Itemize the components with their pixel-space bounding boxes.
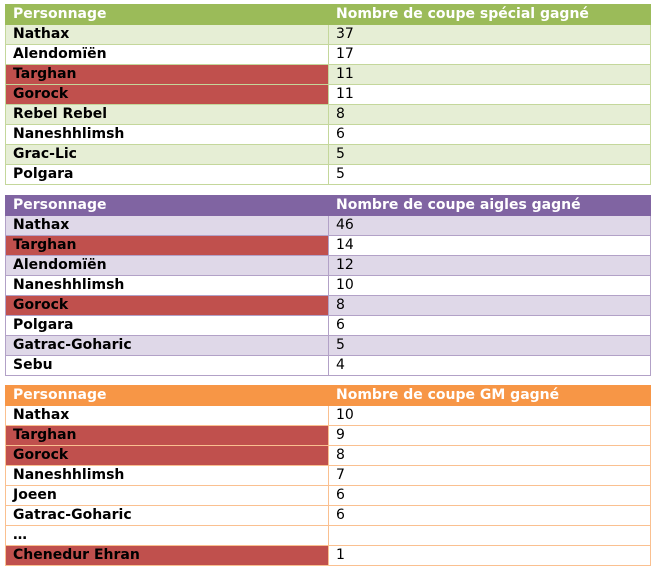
cup-count: 8	[328, 104, 651, 125]
column-header-count: Nombre de coupe GM gagné	[328, 385, 651, 406]
character-name: Sebu	[5, 355, 329, 376]
character-name-highlighted: Targhan	[5, 64, 329, 85]
character-name: Nathax	[5, 215, 329, 236]
table-row: Alendomïën 12	[5, 255, 651, 276]
table-row: Naneshhlimsh 10	[5, 275, 651, 296]
table-row: Polgara 6	[5, 315, 651, 336]
column-header-personnage: Personnage	[5, 4, 329, 25]
table-row: Targhan 11	[5, 64, 651, 85]
table-row: Naneshhlimsh 6	[5, 124, 651, 145]
column-header-personnage: Personnage	[5, 385, 329, 406]
cup-count: 6	[328, 315, 651, 336]
cup-count: 10	[328, 275, 651, 296]
cup-count: 11	[328, 84, 651, 105]
character-name: Grac-Lic	[5, 144, 329, 165]
character-name-highlighted: Gorock	[5, 84, 329, 105]
table-row: Sebu 4	[5, 355, 651, 376]
character-name-highlighted: Targhan	[5, 235, 329, 256]
character-name: Nathax	[5, 24, 329, 45]
character-name: Rebel Rebel	[5, 104, 329, 125]
table-row: Targhan 9	[5, 425, 651, 446]
cup-count: 5	[328, 164, 651, 185]
character-name: Gatrac-Goharic	[5, 505, 329, 526]
table-coupe-special: Personnage Nombre de coupe spécial gagné…	[5, 4, 651, 185]
table-row: Alendomïën 17	[5, 44, 651, 65]
character-name-highlighted: Targhan	[5, 425, 329, 446]
cup-count: 12	[328, 255, 651, 276]
character-name-highlighted: Gorock	[5, 295, 329, 316]
character-name: Naneshhlimsh	[5, 465, 329, 486]
table-row: Nathax 10	[5, 405, 651, 426]
character-name: Nathax	[5, 405, 329, 426]
table-row: Targhan 14	[5, 235, 651, 256]
character-name: Alendomïën	[5, 255, 329, 276]
table-coupe-aigles: Personnage Nombre de coupe aigles gagné …	[5, 195, 651, 376]
table-row: Joeen 6	[5, 485, 651, 506]
cup-count: 6	[328, 124, 651, 145]
character-name-highlighted: Gorock	[5, 445, 329, 466]
cup-count: 37	[328, 24, 651, 45]
table-row: Gatrac-Goharic 5	[5, 335, 651, 356]
cup-count: 1	[328, 545, 651, 566]
character-name: Naneshhlimsh	[5, 275, 329, 296]
cup-count: 8	[328, 445, 651, 466]
table-row: Grac-Lic 5	[5, 144, 651, 165]
cup-count: 8	[328, 295, 651, 316]
cup-count	[328, 525, 651, 546]
character-name: Naneshhlimsh	[5, 124, 329, 145]
cup-count: 14	[328, 235, 651, 256]
table-row: Gorock 8	[5, 295, 651, 316]
cup-count: 6	[328, 485, 651, 506]
character-name: Polgara	[5, 315, 329, 336]
table-row: …	[5, 525, 651, 546]
character-name-highlighted: Chenedur Ehran	[5, 545, 329, 566]
table-row: Chenedur Ehran 1	[5, 545, 651, 566]
ellipsis-row-label: …	[5, 525, 329, 546]
cup-count: 5	[328, 335, 651, 356]
cup-count: 17	[328, 44, 651, 65]
table-row: Gatrac-Goharic 6	[5, 505, 651, 526]
character-name: Alendomïën	[5, 44, 329, 65]
cup-count: 6	[328, 505, 651, 526]
table-row: Polgara 5	[5, 164, 651, 185]
table-header-row: Personnage Nombre de coupe spécial gagné	[5, 4, 651, 25]
character-name: Joeen	[5, 485, 329, 506]
cup-count: 46	[328, 215, 651, 236]
cup-count: 9	[328, 425, 651, 446]
table-row: Naneshhlimsh 7	[5, 465, 651, 486]
table-row: Nathax 37	[5, 24, 651, 45]
character-name: Gatrac-Goharic	[5, 335, 329, 356]
cup-count: 4	[328, 355, 651, 376]
cup-count: 11	[328, 64, 651, 85]
table-row: Gorock 8	[5, 445, 651, 466]
table-coupe-gm: Personnage Nombre de coupe GM gagné Nath…	[5, 385, 651, 566]
cup-count: 10	[328, 405, 651, 426]
table-row: Gorock 11	[5, 84, 651, 105]
table-row: Rebel Rebel 8	[5, 104, 651, 125]
table-header-row: Personnage Nombre de coupe aigles gagné	[5, 195, 651, 216]
column-header-personnage: Personnage	[5, 195, 329, 216]
table-header-row: Personnage Nombre de coupe GM gagné	[5, 385, 651, 406]
cup-count: 5	[328, 144, 651, 165]
cup-count: 7	[328, 465, 651, 486]
column-header-count: Nombre de coupe spécial gagné	[328, 4, 651, 25]
table-row: Nathax 46	[5, 215, 651, 236]
character-name: Polgara	[5, 164, 329, 185]
column-header-count: Nombre de coupe aigles gagné	[328, 195, 651, 216]
